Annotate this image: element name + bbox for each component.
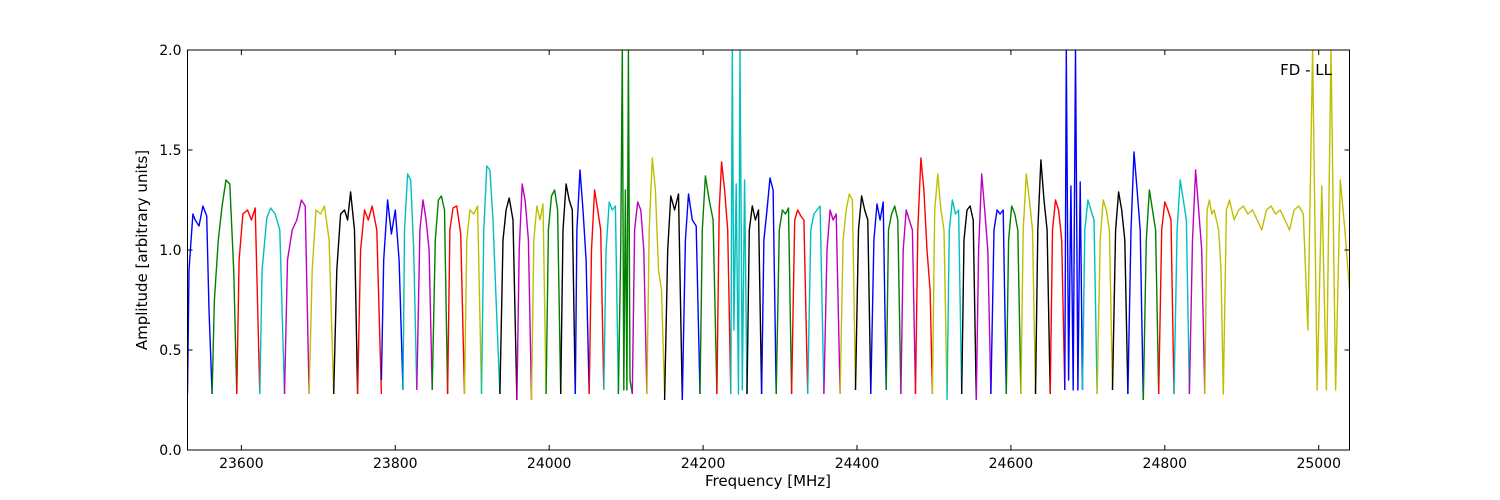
series-line-4	[259, 207, 286, 395]
series-line-36	[807, 205, 825, 395]
x-tick-label: 24200	[681, 456, 726, 472]
series-line-52	[1049, 199, 1066, 395]
series-line-42	[900, 209, 917, 395]
series-line-50	[1020, 173, 1037, 395]
series-line-20	[560, 183, 576, 395]
x-tick-label: 24600	[989, 456, 1034, 472]
y-axis-label: Amplitude [arbitrary units]	[133, 150, 151, 350]
series-line-34	[775, 207, 793, 395]
y-tick-label: 1.0	[159, 243, 181, 259]
series-line-53	[1064, 50, 1084, 391]
series-line-47	[975, 173, 992, 401]
series-line-49	[1005, 205, 1022, 395]
series-line-30	[716, 161, 732, 395]
series-line-40	[870, 201, 887, 395]
series-line-3	[236, 207, 261, 395]
series-line-18	[530, 203, 547, 401]
annotation-label: FD - LL	[1280, 61, 1332, 79]
x-axis-label: Frequency [MHz]	[705, 472, 831, 490]
x-tick-label: 24800	[1143, 456, 1188, 472]
series-line-28	[681, 193, 701, 401]
series-line-14	[463, 205, 483, 395]
series-line-39	[854, 195, 872, 395]
series-line-21	[574, 169, 590, 395]
series-line-55	[1096, 199, 1114, 395]
series-line-56	[1111, 191, 1129, 395]
series-line-24	[617, 50, 633, 395]
series-line-62	[1204, 50, 1350, 395]
y-tick-label: 2.0	[159, 43, 181, 59]
series-line-51	[1034, 159, 1051, 395]
series-line-38	[839, 193, 857, 395]
series-line-13	[446, 205, 466, 395]
series-line-23	[603, 201, 620, 395]
series-line-41	[885, 205, 902, 395]
series-line-19	[545, 189, 562, 395]
y-tick-label: 1.5	[159, 143, 181, 159]
series-line-29	[699, 175, 718, 395]
series-line-54	[1081, 199, 1098, 395]
series-line-33	[760, 177, 777, 395]
series-line-44	[931, 173, 948, 395]
series-line-12	[431, 195, 449, 395]
series-line-25	[631, 201, 648, 395]
series-line-16	[499, 197, 518, 401]
x-tick-label: 24400	[835, 456, 880, 472]
series-line-1	[187, 205, 213, 395]
series-line-8	[356, 205, 383, 395]
x-tick-label: 23600	[219, 456, 264, 472]
series-line-2	[211, 179, 238, 395]
series-line-46	[961, 205, 977, 401]
plot-frame	[187, 49, 1350, 451]
series-line-22	[588, 189, 605, 395]
series-line-17	[516, 183, 533, 401]
series-line-61	[1188, 169, 1206, 395]
series-line-35	[790, 209, 809, 395]
series-line-37	[823, 209, 841, 395]
series-line-60	[1173, 179, 1191, 395]
series-line-6	[308, 205, 335, 395]
y-tick-label: 0.5	[159, 343, 181, 359]
series-layer	[187, 50, 1350, 401]
series-line-31	[730, 50, 748, 395]
series-line-32	[746, 205, 763, 395]
series-line-11	[416, 199, 433, 391]
series-line-43	[914, 157, 934, 395]
series-line-48	[990, 209, 1007, 395]
x-tick-label: 23800	[373, 456, 418, 472]
series-line-5	[283, 199, 310, 395]
series-line-10	[402, 173, 418, 391]
series-line-57	[1127, 151, 1144, 401]
y-tick-label: 0.0	[159, 443, 181, 459]
x-tick-label: 24000	[527, 456, 572, 472]
series-line-27	[663, 193, 683, 401]
series-line-15	[480, 165, 501, 395]
x-tick-label: 25000	[1296, 456, 1341, 472]
series-line-59	[1158, 201, 1175, 395]
tick-layer: 23600 23800 24000 24200 24400 24600 24800 25000…	[159, 43, 1350, 472]
series-line-7	[333, 191, 359, 395]
series-line-45	[946, 199, 963, 401]
series-line-26	[646, 157, 666, 395]
series-line-58	[1142, 189, 1160, 401]
series-line-9	[380, 199, 404, 391]
